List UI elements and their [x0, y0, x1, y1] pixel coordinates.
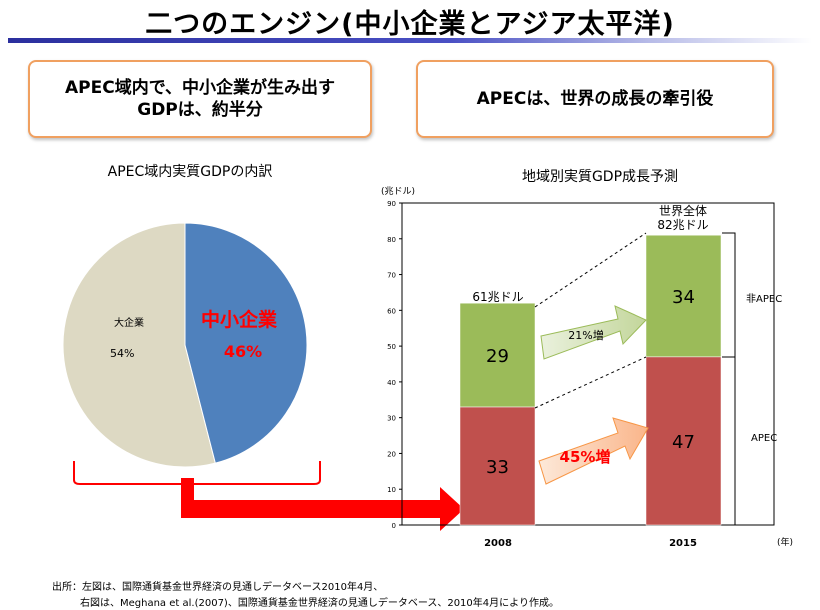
bar-non-apec-2015: [645, 234, 722, 358]
slide-title: 二つのエンジン(中小企業とアジア太平洋): [145, 9, 675, 40]
total-label-2008: 61兆ドル: [472, 290, 523, 304]
dashed-connector-mid: [534, 356, 647, 409]
source-note-line2: 右図は、Meghana et al.(2007)、国際通貨基金世界経済の見通しデ…: [80, 598, 559, 609]
y-tick-label: 70: [387, 272, 396, 280]
callout-apec-text: APECは、世界の成長の牽引役: [476, 89, 714, 109]
pie-slice-large-enterprise: [62, 222, 216, 468]
series-label-apec: APEC: [751, 433, 777, 444]
pie-chart-title: APEC域内実質GDPの内訳: [107, 164, 273, 180]
growth-arrow-non-apec: 21%増: [540, 305, 647, 360]
dashed-connector-top: [534, 232, 647, 308]
y-tick-label: 50: [387, 343, 396, 351]
data-label-non-apec-2008: 29: [486, 346, 509, 367]
bar-chart: 0 10 20 30 40 50 60 70 80 90 33 29 47 34 (兆ドル) (年) 2…: [381, 186, 793, 549]
total-caption-2015: 世界全体: [659, 203, 707, 218]
callout-sme-line2: GDPは、約半分: [137, 100, 263, 120]
callout-sme-line1: APEC域内で、中小企業が生み出す: [64, 78, 336, 98]
data-label-apec-2015: 47: [672, 432, 695, 453]
pie-slice-sme: [184, 222, 308, 464]
title-underline: [8, 38, 812, 45]
growth-label-non-apec: 21%増: [568, 329, 603, 342]
y-tick-label: 10: [387, 486, 396, 494]
bars: 33 29 47 34: [459, 234, 722, 526]
x-tick-2008: 2008: [484, 538, 512, 549]
pie-label-sme: 中小企業: [201, 308, 278, 331]
growth-label-apec: 45%増: [560, 448, 611, 466]
brace-apec: [722, 356, 736, 526]
brace-non-apec: [722, 232, 736, 358]
pie-value-large-enterprise: 54%: [110, 347, 134, 360]
callout-apec-growth: APECは、世界の成長の牽引役: [416, 60, 774, 138]
data-label-non-apec-2015: 34: [672, 287, 695, 308]
y-tick-label: 20: [387, 450, 396, 458]
pie-value-sme: 46%: [224, 342, 262, 361]
series-label-non-apec: 非APEC: [746, 293, 782, 305]
pie-chart: 大企業 54% 中小企業 46%: [62, 222, 308, 468]
y-tick-label: 80: [387, 236, 396, 244]
x-axis-label: (年): [777, 536, 793, 548]
bar-chart-title: 地域別実質GDP成長予測: [521, 169, 679, 185]
y-axis-label: (兆ドル): [381, 186, 415, 197]
total-label-2015: 82兆ドル: [657, 218, 708, 232]
plot-frame: [401, 202, 775, 526]
y-tick-label: 90: [387, 200, 396, 208]
y-axis: 0 10 20 30 40 50 60 70 80 90: [387, 200, 402, 530]
x-tick-2015: 2015: [669, 538, 697, 549]
growth-arrow-apec: 45%増: [538, 417, 649, 485]
bar-apec-2008: [459, 406, 536, 526]
y-tick-label: 40: [387, 379, 396, 387]
bar-apec-2015: [645, 356, 722, 526]
callout-sme-share: APEC域内で、中小企業が生み出す GDPは、約半分: [28, 60, 372, 138]
y-tick-label: 0: [392, 522, 396, 530]
data-label-apec-2008: 33: [486, 457, 509, 478]
bar-non-apec-2008: [459, 302, 536, 408]
pie-bracket: [73, 461, 321, 485]
pie-label-large-enterprise: 大企業: [114, 316, 144, 329]
connector-arrow: [181, 478, 464, 531]
y-tick-label: 30: [387, 415, 396, 423]
y-tick-label: 60: [387, 307, 396, 315]
source-note-line1: 出所：左図は、国際通貨基金世界経済の見通しデータベース2010年4月、: [52, 582, 384, 593]
